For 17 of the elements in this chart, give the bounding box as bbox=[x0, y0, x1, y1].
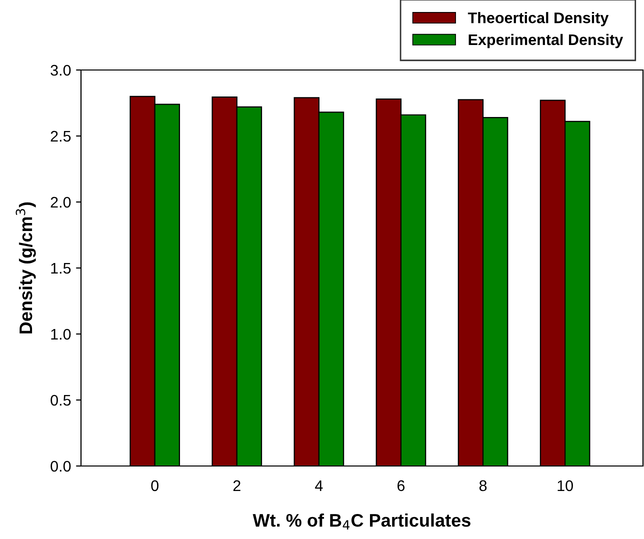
y-tick-label: 0.0 bbox=[50, 460, 71, 472]
x-tick-label: 6 bbox=[398, 480, 405, 492]
y-tick-label: 0.5 bbox=[50, 394, 71, 406]
y-tick-label: 3.0 bbox=[50, 64, 71, 76]
legend-label: Theoertical Density bbox=[468, 12, 609, 26]
y-tick-label: 2.0 bbox=[50, 196, 71, 208]
x-tick-label: 2 bbox=[233, 480, 240, 491]
x-tick-label: 8 bbox=[479, 480, 487, 492]
x-tick-label: 0 bbox=[151, 480, 158, 492]
legend-label: Experimental Density bbox=[468, 34, 624, 48]
y-axis-title: Density (g/cm$^{3}$) bbox=[16, 202, 36, 334]
y-tick-label: 1.5 bbox=[51, 263, 71, 274]
x-tick-label: 4 bbox=[315, 480, 323, 491]
y-tick-label: 2.5 bbox=[50, 130, 71, 142]
x-axis-title: Wt. % of B$_{4}$C Particulates bbox=[252, 513, 470, 530]
x-tick-label: 10 bbox=[558, 480, 573, 492]
y-tick-label: 1.0 bbox=[51, 328, 71, 340]
